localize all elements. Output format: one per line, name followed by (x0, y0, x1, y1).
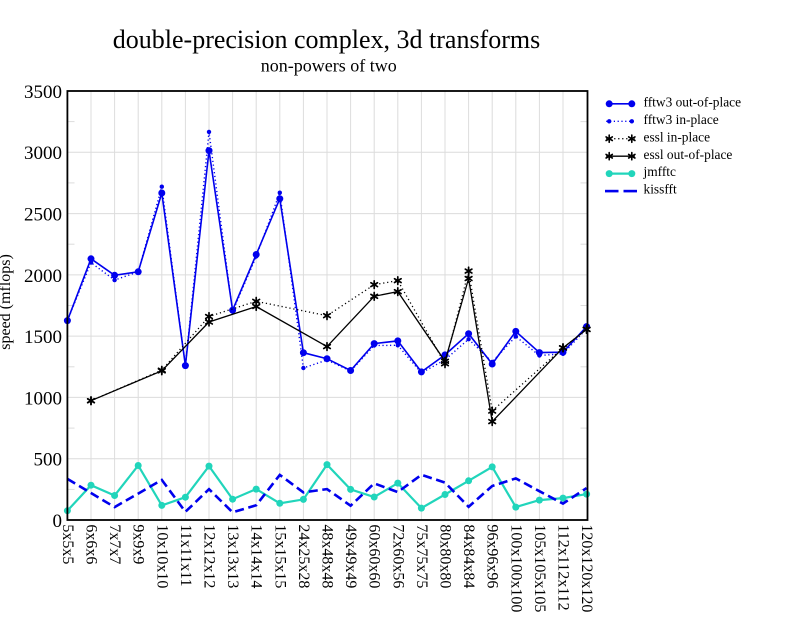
svg-text:6x6x6: 6x6x6 (83, 524, 100, 564)
svg-text:1500: 1500 (24, 327, 62, 348)
svg-text:100x100x100: 100x100x100 (507, 524, 524, 612)
svg-text:48x48x48: 48x48x48 (319, 524, 336, 588)
svg-text:double-precision complex, 3d t: double-precision complex, 3d transforms (113, 25, 540, 54)
svg-text:5x5x5: 5x5x5 (59, 524, 76, 564)
svg-text:2500: 2500 (24, 205, 62, 226)
svg-text:0: 0 (53, 511, 63, 532)
svg-text:essl out-of-place: essl out-of-place (644, 147, 733, 162)
svg-text:10x10x10: 10x10x10 (153, 524, 170, 588)
svg-text:jmfftc: jmfftc (643, 164, 677, 179)
svg-text:112x112x112: 112x112x112 (555, 524, 572, 610)
svg-text:kissfft: kissfft (644, 182, 678, 197)
svg-text:3000: 3000 (24, 143, 62, 164)
svg-text:12x12x12: 12x12x12 (201, 524, 218, 588)
svg-text:13x13x13: 13x13x13 (224, 524, 241, 588)
svg-text:7x7x7: 7x7x7 (106, 524, 123, 564)
svg-text:fftw3 out-of-place: fftw3 out-of-place (644, 94, 742, 109)
svg-text:14x14x14: 14x14x14 (248, 524, 265, 588)
svg-text:speed (mflops): speed (mflops) (0, 254, 14, 350)
svg-text:3500: 3500 (24, 82, 62, 103)
svg-text:non-powers of two: non-powers of two (261, 56, 397, 76)
svg-text:15x15x15: 15x15x15 (271, 524, 288, 588)
svg-text:84x84x84: 84x84x84 (460, 524, 477, 588)
svg-text:11x11x11: 11x11x11 (177, 524, 194, 586)
svg-text:fftw3 in-place: fftw3 in-place (644, 112, 719, 127)
svg-text:120x120x120: 120x120x120 (578, 524, 595, 612)
svg-text:80x80x80: 80x80x80 (437, 524, 454, 588)
svg-text:96x96x96: 96x96x96 (484, 524, 501, 588)
svg-text:1000: 1000 (24, 388, 62, 409)
svg-text:75x75x75: 75x75x75 (413, 524, 430, 588)
svg-text:500: 500 (34, 450, 63, 471)
svg-text:49x49x49: 49x49x49 (342, 524, 359, 588)
svg-text:105x105x105: 105x105x105 (531, 524, 548, 612)
svg-text:60x60x60: 60x60x60 (366, 524, 383, 588)
svg-text:24x25x28: 24x25x28 (295, 524, 312, 588)
svg-text:9x9x9: 9x9x9 (130, 524, 147, 564)
svg-text:2000: 2000 (24, 266, 62, 287)
svg-text:72x60x56: 72x60x56 (389, 524, 406, 588)
svg-text:essl in-place: essl in-place (644, 129, 711, 144)
